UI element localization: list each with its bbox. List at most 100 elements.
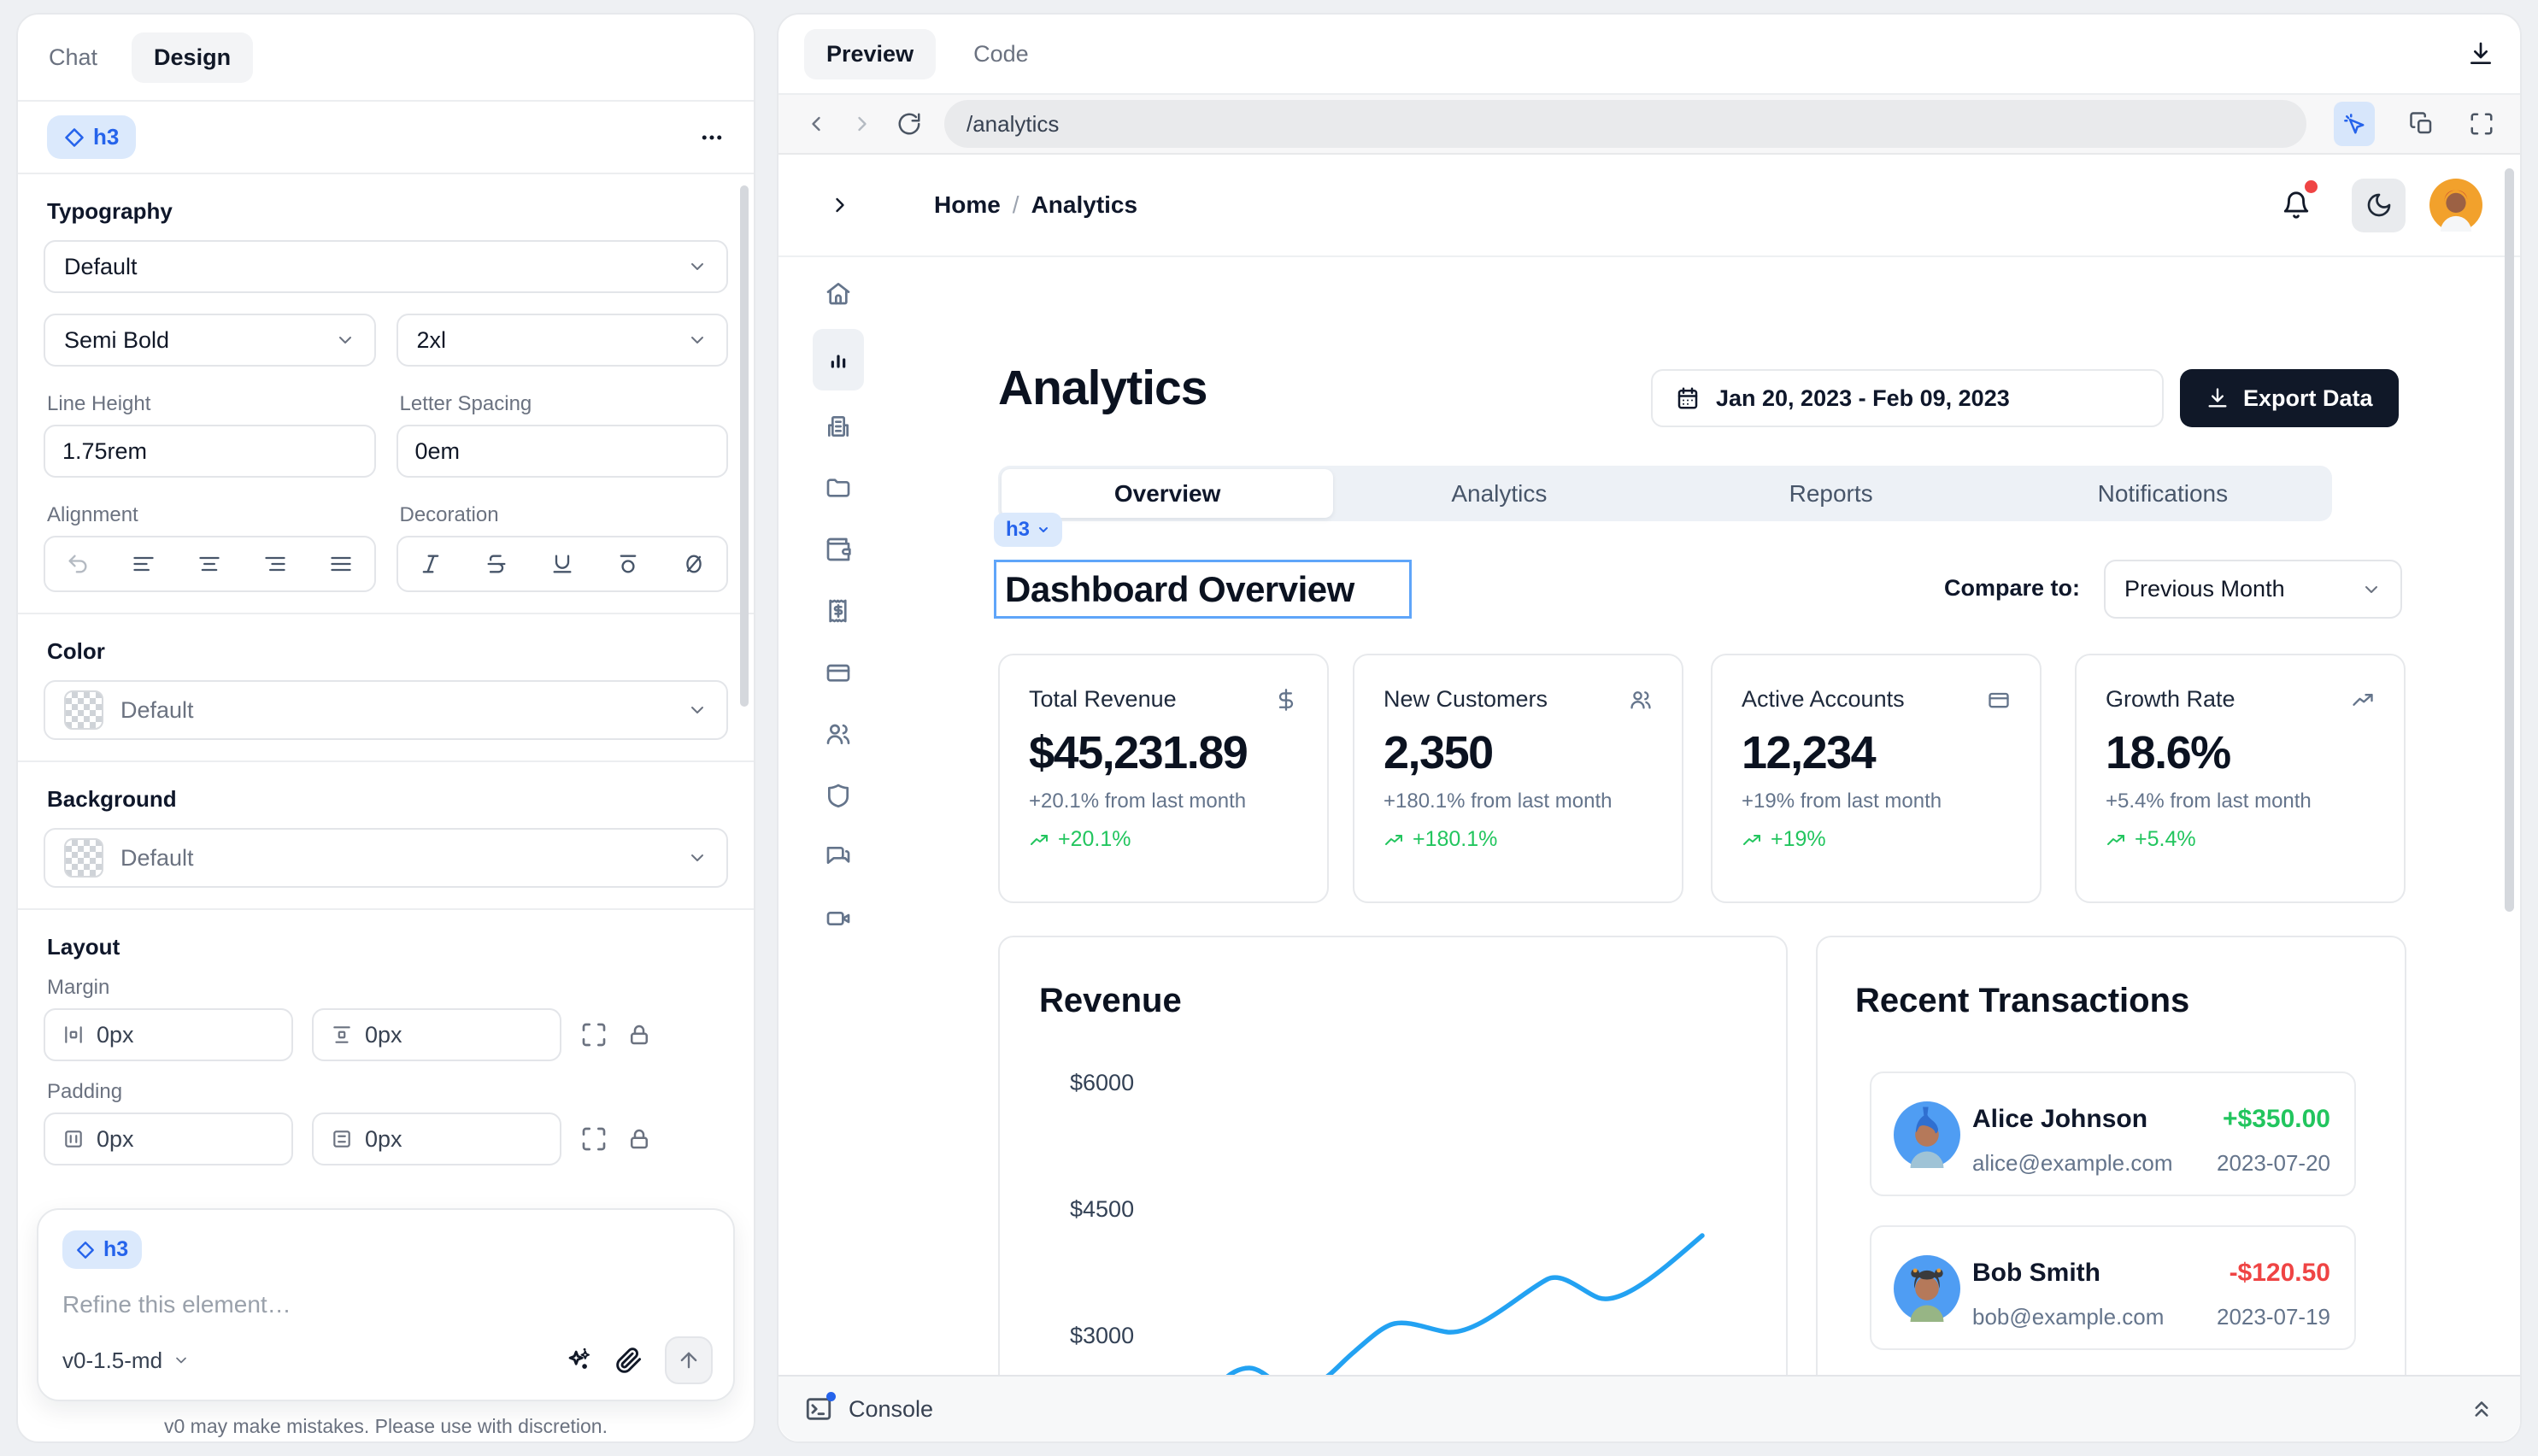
page-sidebar <box>778 262 898 949</box>
compare-select[interactable]: Previous Month <box>2104 560 2402 619</box>
padding-horizontal-icon <box>65 1130 82 1148</box>
sidebar-messages-icon[interactable] <box>813 826 864 888</box>
refine-input[interactable]: Refine this element… <box>62 1291 291 1318</box>
margin-y-input[interactable]: 0px <box>312 1008 561 1061</box>
calendar-icon <box>1677 387 1698 409</box>
recent-transactions-card: Recent Transactions Alice Johnson alice@… <box>1816 936 2406 1441</box>
alignment-group <box>44 536 376 592</box>
trending-up-icon <box>1743 834 1760 845</box>
tab-notifications[interactable]: Notifications <box>2097 479 2229 507</box>
background-select[interactable]: Default <box>44 828 728 888</box>
font-weight-select[interactable]: Semi Bold <box>44 314 376 367</box>
sidebar-users-icon[interactable] <box>813 703 864 765</box>
refine-element-chip[interactable]: h3 <box>62 1230 143 1269</box>
padding-label: Padding <box>47 1080 123 1103</box>
tab-code[interactable]: Code <box>973 40 1029 67</box>
chevron-down-icon <box>1039 527 1049 532</box>
compare-label: Compare to: <box>1944 575 2081 601</box>
expand-console-icon[interactable] <box>2469 1396 2494 1422</box>
padding-y-input[interactable]: 0px <box>312 1113 561 1165</box>
preview-nav-bar: /analytics <box>778 95 2520 155</box>
sidebar-shield-icon[interactable] <box>813 765 864 826</box>
transaction-row[interactable]: Bob Smith bob@example.com -$120.50 2023-… <box>1870 1225 2356 1350</box>
transaction-row[interactable]: Alice Johnson alice@example.com +$350.00… <box>1870 1071 2356 1196</box>
notifications-button[interactable] <box>2282 180 2318 220</box>
date-range-button[interactable]: Jan 20, 2023 - Feb 09, 2023 <box>1651 369 2164 427</box>
more-options-icon[interactable] <box>699 125 725 150</box>
sidebar-home-icon[interactable] <box>813 262 864 324</box>
align-justify-icon[interactable] <box>329 552 353 576</box>
overline-icon[interactable] <box>616 552 640 576</box>
sidebar-wallet-icon[interactable] <box>813 519 864 580</box>
dark-mode-toggle[interactable] <box>2352 178 2406 232</box>
tab-overview[interactable]: Overview <box>1002 469 1334 518</box>
metric-card-total-revenue: Total Revenue $45,231.89 +20.1% from las… <box>998 654 1329 903</box>
lock-margin-icon[interactable] <box>626 1022 652 1048</box>
console-label: Console <box>849 1395 934 1422</box>
underline-icon[interactable] <box>550 552 574 576</box>
strikethrough-icon[interactable] <box>485 552 508 576</box>
line-height-input[interactable]: 1.75rem <box>44 425 376 478</box>
lock-padding-icon[interactable] <box>626 1126 652 1152</box>
fullscreen-icon[interactable] <box>2469 111 2494 137</box>
no-decoration-icon[interactable] <box>682 552 706 576</box>
decoration-group <box>396 536 728 592</box>
selected-element-chip[interactable]: h3 <box>47 115 137 159</box>
download-icon[interactable] <box>2467 40 2494 68</box>
forward-icon[interactable] <box>850 112 874 136</box>
console-bar[interactable]: Console <box>778 1375 2520 1441</box>
url-input[interactable]: /analytics <box>944 100 2306 148</box>
y-tick-4500: $4500 <box>1070 1196 1135 1222</box>
select-element-tool[interactable] <box>2334 102 2375 146</box>
design-panel-scrollbar[interactable] <box>740 185 749 707</box>
send-button[interactable] <box>665 1336 713 1384</box>
sidebar-video-icon[interactable] <box>813 888 864 949</box>
sparkles-icon[interactable] <box>564 1346 593 1375</box>
selection-tag-chip[interactable]: h3 <box>994 513 1063 547</box>
font-size-select[interactable]: 2xl <box>396 314 728 367</box>
avatar-image <box>2429 179 2482 232</box>
copy-icon[interactable] <box>2409 111 2435 137</box>
tab-preview[interactable]: Preview <box>804 28 937 79</box>
alignment-label: Alignment <box>47 503 138 526</box>
margin-label: Margin <box>47 976 110 999</box>
background-section: Background Default <box>18 760 754 908</box>
layout-heading: Layout <box>47 934 120 960</box>
font-family-select[interactable]: Default <box>44 240 728 293</box>
sidebar-toggle-icon[interactable] <box>828 193 852 217</box>
sidebar-receipt-icon[interactable] <box>813 580 864 642</box>
align-right-icon[interactable] <box>263 552 287 576</box>
letter-spacing-input[interactable]: 0em <box>396 425 728 478</box>
tab-design[interactable]: Design <box>132 32 254 83</box>
padding-x-input[interactable]: 0px <box>44 1113 293 1165</box>
back-icon[interactable] <box>804 112 828 136</box>
undo-icon[interactable] <box>66 552 90 576</box>
console-icon-wrap <box>804 1392 836 1424</box>
breadcrumb-home[interactable]: Home <box>934 191 1001 218</box>
sidebar-analytics-icon[interactable] <box>813 329 864 390</box>
margin-x-input[interactable]: 0px <box>44 1008 293 1061</box>
model-select[interactable]: v0-1.5-md <box>62 1347 190 1374</box>
sidebar-folder-icon[interactable] <box>813 457 864 519</box>
breadcrumb-current: Analytics <box>1031 191 1138 218</box>
refresh-icon[interactable] <box>896 111 922 137</box>
sidebar-credit-card-icon[interactable] <box>813 642 864 703</box>
selected-heading-box[interactable]: Dashboard Overview <box>994 560 1412 619</box>
export-data-button[interactable]: Export Data <box>2180 369 2399 427</box>
tab-analytics[interactable]: Analytics <box>1451 479 1548 507</box>
align-center-icon[interactable] <box>197 552 221 576</box>
attachment-icon[interactable] <box>615 1347 643 1374</box>
color-select[interactable]: Default <box>44 680 728 740</box>
user-avatar[interactable] <box>2429 179 2482 232</box>
preview-scrollbar[interactable] <box>2505 168 2514 912</box>
tab-chat[interactable]: Chat <box>49 44 98 70</box>
align-left-icon[interactable] <box>132 552 156 576</box>
tab-reports[interactable]: Reports <box>1789 479 1873 507</box>
expand-padding-icon[interactable] <box>580 1125 608 1153</box>
expand-margin-icon[interactable] <box>580 1021 608 1048</box>
padding-vertical-icon <box>333 1130 350 1148</box>
sidebar-building-icon[interactable] <box>813 396 864 457</box>
italic-icon[interactable] <box>419 552 443 576</box>
background-heading: Background <box>47 786 177 812</box>
console-activity-dot <box>826 1392 836 1401</box>
